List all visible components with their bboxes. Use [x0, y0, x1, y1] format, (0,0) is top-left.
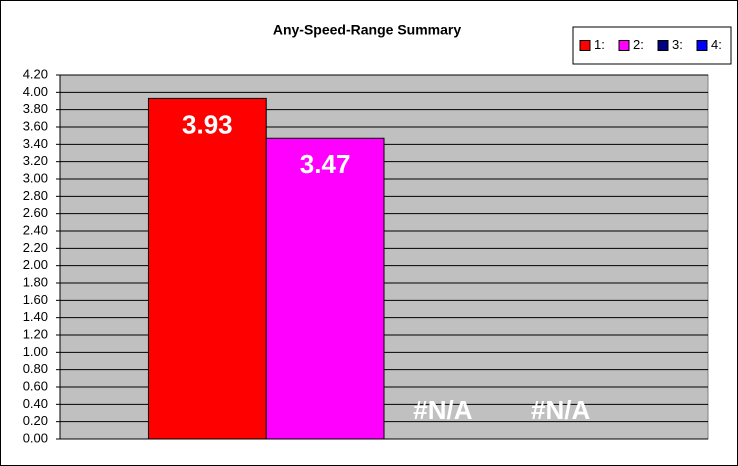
y-tick-label: 4.20	[23, 66, 48, 81]
y-tick-label: 0.40	[23, 396, 48, 411]
y-tick-label: 3.00	[23, 170, 48, 185]
y-tick-label: 2.40	[23, 222, 48, 237]
legend-label: 4:	[711, 37, 722, 52]
y-tick-label: 0.60	[23, 378, 48, 393]
y-tick-label: 1.60	[23, 292, 48, 307]
legend-label: 1:	[594, 37, 605, 52]
y-tick-label: 3.60	[23, 118, 48, 133]
y-tick-label: 2.20	[23, 240, 48, 255]
y-tick-label: 1.00	[23, 344, 48, 359]
y-tick-label: 0.80	[23, 361, 48, 376]
legend-swatch	[696, 40, 708, 51]
y-tick-label: 1.20	[23, 326, 48, 341]
y-tick-label: 0.20	[23, 413, 48, 428]
data-label: 3.47	[300, 149, 351, 179]
bar	[147, 97, 267, 440]
bar	[265, 137, 385, 440]
legend-label: 2:	[633, 37, 644, 52]
legend-swatch	[657, 40, 669, 51]
y-tick-label: 2.00	[23, 257, 48, 272]
data-label: #N/A	[413, 395, 472, 425]
y-tick-label: 0.00	[23, 430, 48, 445]
y-tick-label: 3.80	[23, 101, 48, 116]
data-label: #N/A	[531, 395, 590, 425]
y-tick-label: 2.60	[23, 205, 48, 220]
legend-swatch	[618, 40, 630, 51]
legend-label: 3:	[672, 37, 683, 52]
y-tick-label: 4.00	[23, 84, 48, 99]
y-tick-label: 3.40	[23, 136, 48, 151]
y-tick-label: 2.80	[23, 188, 48, 203]
data-label: 3.93	[182, 109, 233, 139]
y-tick-label: 1.80	[23, 274, 48, 289]
y-tick-label: 3.20	[23, 153, 48, 168]
legend-swatch	[579, 40, 591, 51]
chart-title: Any-Speed-Range Summary	[273, 22, 461, 38]
y-tick-label: 1.40	[23, 309, 48, 324]
